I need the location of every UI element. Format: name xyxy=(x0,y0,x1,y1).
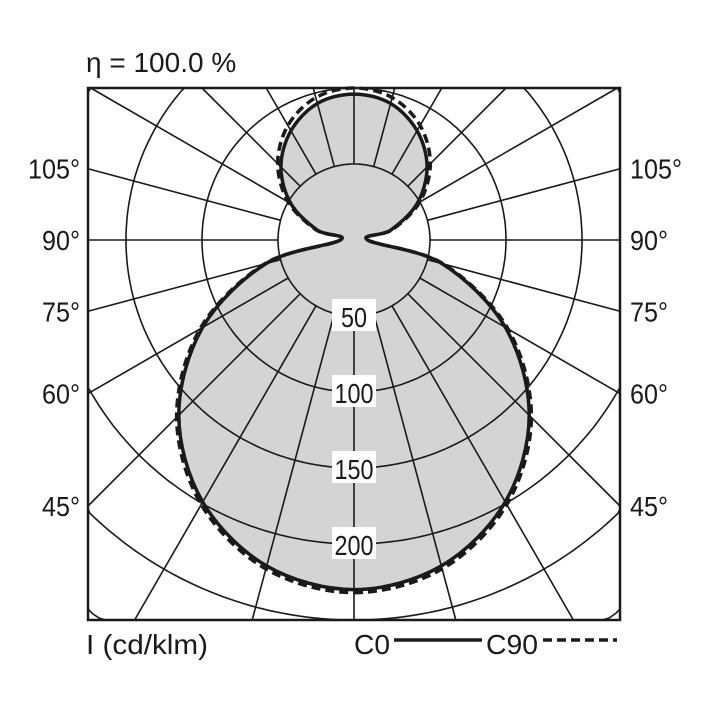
radial-tick-label: 150 xyxy=(335,454,374,485)
curve-c0 xyxy=(177,92,531,592)
grid-spoke-195 xyxy=(312,87,336,167)
angle-label-right: 45° xyxy=(630,491,668,522)
grid-spoke-105 xyxy=(427,167,621,222)
tick-label-bg xyxy=(332,527,376,559)
grid-spoke-300 xyxy=(87,277,289,395)
angle-label-right: 60° xyxy=(630,379,668,410)
radial-tick-label: 50 xyxy=(341,302,367,333)
grid-spoke-315 xyxy=(87,293,301,507)
grid-spoke-225 xyxy=(201,87,301,187)
angle-label-left: 105° xyxy=(28,154,80,185)
grid-spoke-135 xyxy=(407,87,507,187)
grid-spoke-30 xyxy=(391,305,575,621)
tick-label-bg xyxy=(332,375,376,407)
grid-spoke-120 xyxy=(419,87,618,203)
grid-spoke-240 xyxy=(90,87,289,203)
angle-label-left: 60° xyxy=(42,379,80,410)
grid-spoke-165 xyxy=(372,87,396,167)
plot-frame xyxy=(86,86,622,622)
radial-tick-label: 200 xyxy=(335,530,374,561)
grid-spoke-285 xyxy=(87,258,281,313)
angle-label-right: 90° xyxy=(630,225,668,256)
angle-label-right: 105° xyxy=(630,154,682,185)
radial-tick-label: 100 xyxy=(335,378,374,409)
angle-label-left: 75° xyxy=(42,296,80,327)
angle-label-left: 90° xyxy=(42,225,80,256)
angle-label-left: 45° xyxy=(42,491,80,522)
chart-title: η = 100.0 % xyxy=(86,47,236,78)
grid-spoke-75 xyxy=(427,258,621,313)
unit-label: I (cd/klm) xyxy=(86,629,208,660)
grid-spoke-60 xyxy=(419,277,621,395)
legend-c0-label: C0 xyxy=(354,629,390,660)
grid-spoke-330 xyxy=(133,305,317,621)
legend-c90-label: C90 xyxy=(486,629,538,660)
grid-spoke-45 xyxy=(407,293,621,507)
tick-label-bg xyxy=(332,299,376,331)
tick-label-bg xyxy=(332,451,376,483)
grid-spoke-255 xyxy=(87,167,281,222)
angle-label-right: 75° xyxy=(630,296,668,327)
